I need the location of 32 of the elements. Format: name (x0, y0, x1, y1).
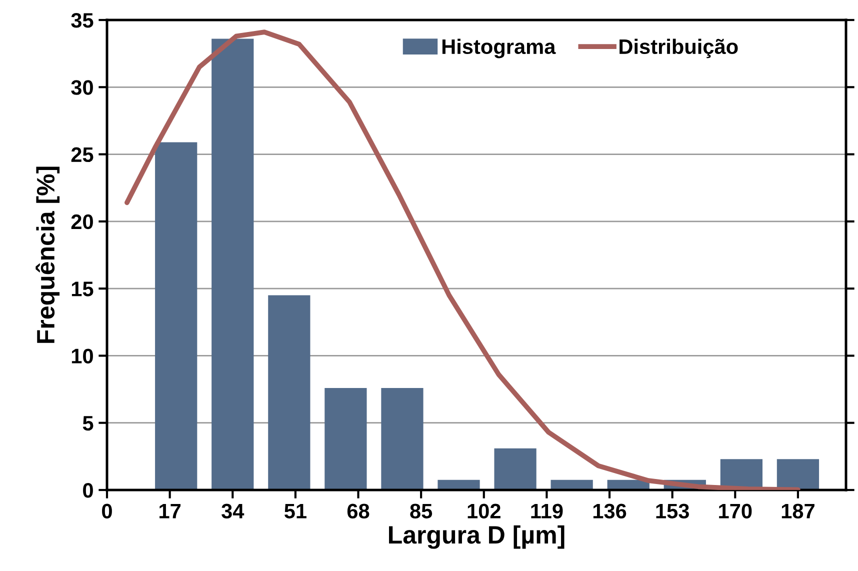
x-tick-label: 153 (656, 504, 689, 519)
x-tick-label: 119 (531, 504, 563, 518)
y-tick-label: 0 (83, 483, 93, 498)
bar (381, 388, 424, 490)
bar (324, 388, 367, 490)
x-axis-title: Largura D [µm] (389, 525, 564, 549)
x-tick-label: 17 (160, 504, 180, 518)
x-tick-label: 102 (468, 504, 500, 518)
bar (494, 448, 536, 490)
x-tick-label: 136 (593, 504, 626, 519)
y-tick-label: 10 (72, 348, 93, 364)
y-tick-label: 25 (71, 147, 94, 162)
x-tick-label: 51 (284, 504, 306, 518)
bar (268, 295, 310, 490)
x-tick-label: 85 (410, 504, 432, 518)
y-tick-label: 20 (71, 214, 93, 230)
x-tick-label: 170 (719, 504, 752, 518)
line-series (124, 30, 800, 490)
x-tick-label: 34 (222, 504, 244, 519)
x-tick-label: 187 (782, 504, 814, 518)
legend-label: Distribuição (620, 38, 738, 58)
y-tick-label: 5 (82, 416, 94, 431)
y-tick-label: 15 (72, 282, 94, 296)
bar (155, 142, 198, 490)
x-tick-label: 0 (102, 504, 112, 518)
bar (776, 459, 820, 490)
y-axis-title: Frequência [%] (36, 166, 60, 343)
y-tick-label: 30 (71, 80, 93, 95)
x-tick-label: 68 (347, 504, 370, 518)
y-tick-label: 35 (71, 13, 94, 28)
legend-label: Histograma (442, 38, 556, 58)
bar (212, 38, 254, 490)
